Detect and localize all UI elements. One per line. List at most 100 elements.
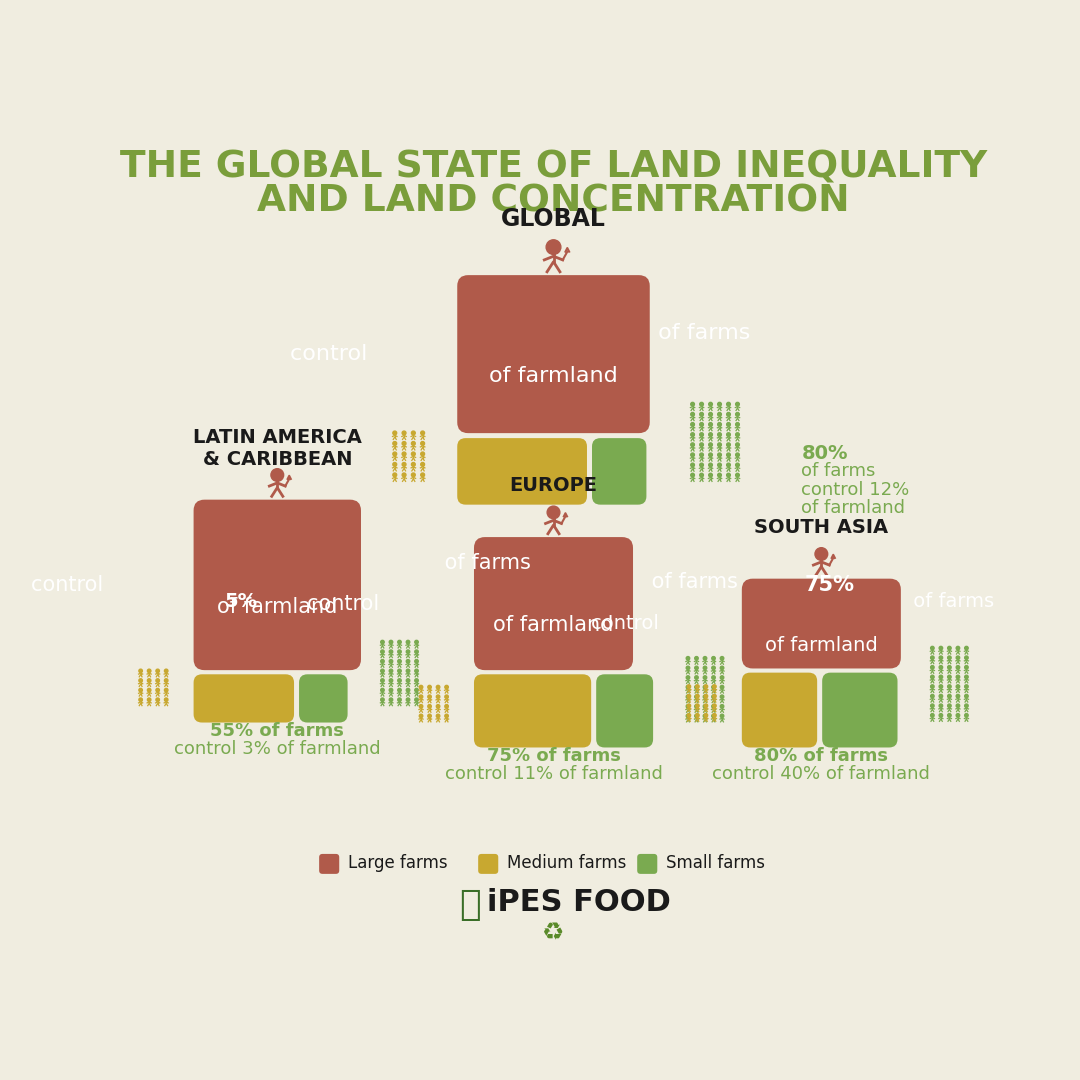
Circle shape: [397, 650, 402, 653]
Circle shape: [691, 403, 694, 406]
FancyBboxPatch shape: [478, 854, 498, 874]
Circle shape: [964, 685, 968, 688]
FancyBboxPatch shape: [193, 500, 361, 670]
Circle shape: [964, 656, 968, 660]
Text: control: control: [307, 594, 386, 613]
Text: of farms: of farms: [907, 593, 994, 611]
Text: Small farms: Small farms: [665, 854, 765, 872]
Circle shape: [686, 676, 690, 679]
Circle shape: [445, 694, 448, 699]
Circle shape: [436, 704, 440, 708]
Circle shape: [436, 694, 440, 699]
Circle shape: [271, 469, 284, 482]
Circle shape: [415, 688, 418, 692]
Circle shape: [686, 657, 690, 660]
Circle shape: [940, 646, 943, 650]
FancyBboxPatch shape: [474, 537, 633, 670]
Text: Medium farms: Medium farms: [507, 854, 626, 872]
Circle shape: [720, 666, 724, 670]
Text: control 52%: control 52%: [491, 594, 616, 613]
Circle shape: [700, 403, 703, 406]
Circle shape: [735, 463, 740, 467]
Circle shape: [691, 433, 694, 436]
Circle shape: [415, 678, 418, 683]
Circle shape: [397, 640, 402, 644]
Circle shape: [421, 442, 424, 445]
Circle shape: [421, 473, 424, 476]
Circle shape: [694, 714, 699, 717]
Circle shape: [964, 675, 968, 678]
Circle shape: [406, 660, 409, 663]
Circle shape: [139, 678, 143, 683]
Circle shape: [700, 413, 703, 416]
Circle shape: [402, 453, 406, 456]
Circle shape: [397, 670, 402, 673]
Circle shape: [712, 657, 715, 660]
Circle shape: [940, 675, 943, 678]
Text: 75%: 75%: [805, 575, 854, 595]
FancyBboxPatch shape: [193, 674, 294, 723]
Text: EUROPE: EUROPE: [510, 476, 597, 495]
FancyBboxPatch shape: [742, 579, 901, 669]
Text: 1% of farms: 1% of farms: [486, 323, 621, 342]
Circle shape: [411, 462, 415, 467]
Circle shape: [708, 422, 713, 427]
Circle shape: [428, 686, 431, 689]
Circle shape: [389, 640, 393, 644]
Circle shape: [428, 694, 431, 699]
Circle shape: [931, 646, 934, 650]
Circle shape: [964, 665, 968, 669]
Circle shape: [687, 694, 690, 698]
Circle shape: [691, 463, 694, 467]
Circle shape: [703, 676, 706, 679]
Circle shape: [402, 462, 406, 467]
Circle shape: [712, 714, 715, 717]
Circle shape: [397, 688, 402, 692]
Circle shape: [381, 698, 384, 701]
Circle shape: [415, 640, 418, 644]
Circle shape: [720, 657, 724, 660]
Circle shape: [956, 665, 960, 669]
Circle shape: [389, 670, 393, 673]
Circle shape: [687, 704, 690, 707]
Circle shape: [940, 685, 943, 688]
Circle shape: [381, 678, 384, 683]
Circle shape: [411, 453, 415, 456]
Text: ♻: ♻: [542, 921, 565, 946]
Circle shape: [956, 714, 960, 717]
Circle shape: [445, 704, 448, 708]
Circle shape: [956, 694, 960, 698]
Circle shape: [694, 686, 699, 689]
Circle shape: [694, 657, 699, 660]
Circle shape: [164, 698, 167, 701]
Circle shape: [956, 646, 960, 650]
Circle shape: [406, 688, 409, 692]
Circle shape: [406, 678, 409, 683]
Circle shape: [691, 473, 694, 477]
Circle shape: [708, 443, 713, 446]
Circle shape: [700, 443, 703, 446]
Circle shape: [415, 650, 418, 653]
Text: control 3% of farmland: control 3% of farmland: [174, 740, 380, 758]
Text: GLOBAL: GLOBAL: [501, 207, 606, 231]
Circle shape: [718, 473, 721, 477]
Circle shape: [931, 704, 934, 707]
Circle shape: [712, 676, 715, 679]
Circle shape: [436, 686, 440, 689]
Circle shape: [156, 670, 160, 673]
Circle shape: [696, 694, 699, 698]
Circle shape: [947, 646, 951, 650]
Text: of farmland: of farmland: [217, 596, 337, 617]
Circle shape: [964, 714, 968, 717]
Circle shape: [691, 443, 694, 446]
Circle shape: [964, 704, 968, 707]
Circle shape: [381, 660, 384, 663]
Circle shape: [703, 704, 706, 708]
Circle shape: [735, 453, 740, 457]
Circle shape: [931, 694, 934, 698]
Circle shape: [727, 443, 730, 446]
Circle shape: [704, 714, 707, 717]
Circle shape: [735, 433, 740, 436]
Circle shape: [712, 666, 715, 670]
Circle shape: [406, 698, 409, 701]
